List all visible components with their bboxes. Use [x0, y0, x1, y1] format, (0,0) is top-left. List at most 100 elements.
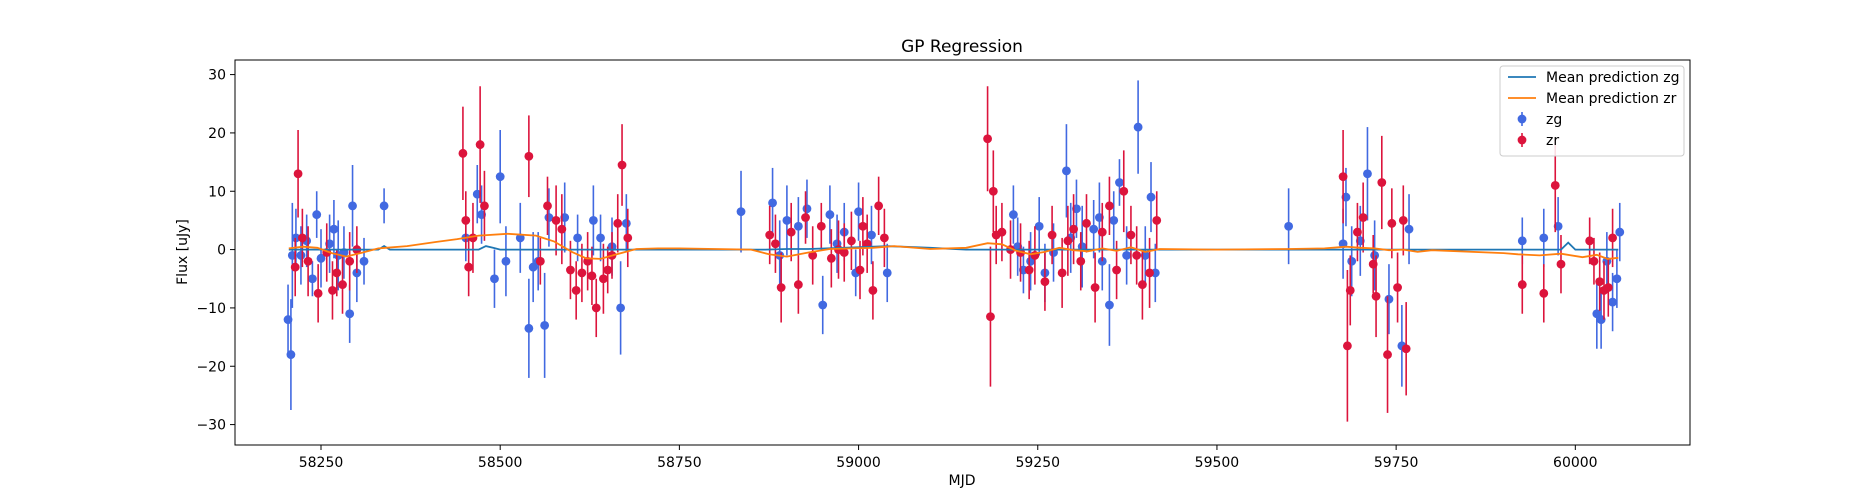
data-point-zg — [1347, 256, 1357, 266]
data-point-zr — [1097, 227, 1107, 237]
data-point-zg — [1612, 274, 1622, 284]
y-tick-label: 30 — [208, 68, 226, 84]
data-point-zr — [983, 134, 992, 144]
x-tick-label: 59000 — [836, 455, 881, 471]
data-point-zr — [1585, 236, 1595, 246]
data-point-zg — [1370, 251, 1380, 260]
x-tick-label: 59500 — [1195, 455, 1240, 471]
data-point-zg — [528, 262, 538, 272]
data-point-zr — [1119, 186, 1129, 196]
data-point-zr — [461, 216, 471, 225]
data-point-zg — [1109, 216, 1119, 225]
data-point-zg — [1034, 221, 1044, 231]
data-point-zg — [348, 201, 357, 211]
plot-area — [283, 80, 1625, 422]
data-point-zr — [543, 201, 552, 211]
data-point-zr — [986, 312, 995, 322]
data-point-zg — [588, 216, 598, 225]
y-tick-label: 0 — [217, 243, 226, 259]
data-point-zr — [535, 256, 545, 266]
data-point-zr — [771, 239, 780, 249]
x-axis-label: MJD — [949, 473, 976, 489]
data-point-zg — [312, 210, 322, 219]
data-point-zr — [313, 288, 323, 298]
data-point-zr — [623, 233, 633, 243]
x-tick-label: 58250 — [299, 455, 344, 471]
data-point-zr — [1024, 265, 1034, 275]
data-point-zg — [1517, 236, 1527, 246]
data-point-zr — [328, 286, 337, 295]
data-point-zr — [1090, 283, 1100, 292]
data-point-zr — [1595, 277, 1605, 287]
data-point-zg — [818, 300, 828, 310]
legend-items: Mean prediction zg Mean prediction zr zg zr — [1508, 70, 1680, 149]
data-point-zr — [1112, 265, 1122, 275]
chart-title: GP Regression — [901, 37, 1023, 57]
data-point-zg — [882, 268, 892, 278]
x-tick-label: 59750 — [1374, 455, 1419, 471]
legend-label: Mean prediction zr — [1546, 91, 1677, 107]
x-tick-label: 58750 — [657, 455, 702, 471]
data-point-zr — [345, 256, 355, 266]
data-point-zr — [599, 274, 608, 284]
legend-label: zg — [1546, 112, 1562, 128]
legend-box — [1499, 65, 1685, 157]
data-point-zr — [1539, 288, 1549, 298]
data-point-zg — [329, 224, 339, 234]
data-point-zg — [573, 233, 583, 243]
data-point-zr — [603, 265, 613, 275]
data-point-zg — [825, 210, 835, 219]
data-point-zg — [802, 204, 812, 214]
data-point-zr — [458, 148, 468, 158]
data-point-zg — [1384, 294, 1394, 304]
data-point-zr — [855, 265, 865, 275]
data-point-zr — [1063, 236, 1073, 246]
data-point-zr — [1138, 280, 1147, 289]
data-point-zr — [524, 151, 534, 161]
data-point-zr — [1126, 230, 1136, 240]
data-point-zr — [1608, 233, 1617, 243]
data-point-zr — [1057, 268, 1067, 278]
data-point-zr — [1145, 268, 1154, 278]
data-point-zg — [296, 251, 306, 260]
data-point-zr — [577, 268, 587, 278]
data-point-zr — [1152, 216, 1162, 225]
data-point-zr — [858, 221, 868, 231]
data-point-zg — [1539, 233, 1549, 243]
data-point-zg — [596, 233, 605, 243]
data-point-zg — [1115, 178, 1124, 187]
data-point-zr — [1398, 216, 1408, 225]
data-point-zg — [854, 207, 863, 217]
x-axis: 58250 58500 58750 59000 59250 59500 59750 60000 — [299, 445, 1598, 471]
x-tick-label: 59250 — [1015, 455, 1060, 471]
data-point-zg — [1089, 224, 1099, 234]
data-point-zr — [1589, 256, 1599, 266]
data-point-zr — [1371, 291, 1381, 301]
data-point-zr — [303, 256, 313, 266]
data-point-zr — [847, 236, 856, 246]
data-point-zr — [808, 251, 818, 260]
data-point-zr — [839, 248, 849, 257]
data-point-zr — [551, 216, 561, 225]
data-point-zr — [793, 280, 803, 289]
x-tick-label: 60000 — [1553, 455, 1598, 471]
data-point-zg — [793, 221, 803, 231]
data-point-zg — [515, 233, 525, 243]
data-point-zg — [286, 350, 296, 359]
data-point-zg — [1608, 297, 1617, 307]
data-point-zr — [765, 230, 775, 240]
legend-label: Mean prediction zg — [1546, 70, 1680, 86]
data-point-zr — [1550, 181, 1560, 190]
data-point-zr — [1069, 224, 1078, 234]
data-point-zr — [464, 262, 474, 272]
data-point-zr — [1132, 251, 1142, 260]
data-point-zg — [768, 198, 777, 208]
data-point-zg — [308, 274, 317, 284]
data-point-zr — [1358, 213, 1368, 222]
data-point-zg — [1133, 122, 1143, 132]
data-point-zg — [490, 274, 499, 284]
data-point-zr — [297, 233, 307, 243]
data-point-zr — [571, 286, 581, 295]
